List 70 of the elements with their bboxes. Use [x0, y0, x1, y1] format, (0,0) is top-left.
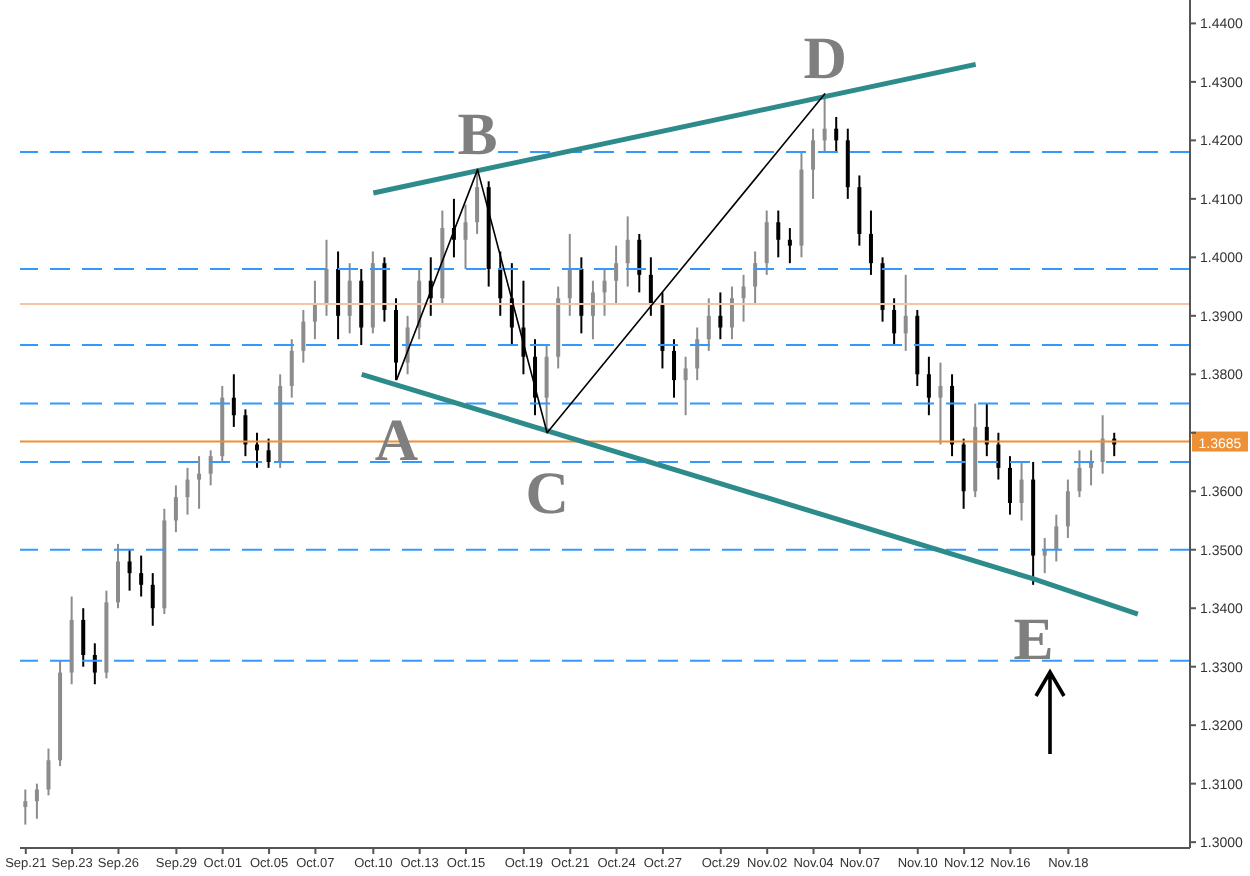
candlestick — [23, 788, 28, 826]
candlestick — [1065, 478, 1070, 540]
candlestick — [834, 115, 839, 154]
data-label: C — [525, 460, 569, 527]
candlestick — [590, 279, 595, 341]
candlestick — [625, 215, 630, 288]
candlestick — [614, 244, 619, 306]
candlestick — [197, 455, 202, 510]
candlestick — [926, 355, 931, 417]
candlestick — [34, 782, 39, 820]
candlestick — [92, 642, 97, 686]
data-label: B — [457, 101, 498, 168]
candlestick — [347, 262, 352, 335]
candlestick — [301, 308, 306, 364]
candlestick — [938, 361, 943, 446]
candlestick — [46, 747, 51, 797]
candlestick — [602, 268, 607, 317]
candlestick — [637, 232, 642, 294]
candlestick — [243, 408, 248, 458]
candlestick — [903, 273, 908, 352]
candlestick — [892, 297, 897, 347]
candlestick — [289, 338, 294, 399]
candlestick — [683, 355, 688, 417]
candlestick — [1007, 455, 1012, 516]
candlestick — [150, 572, 155, 627]
candlestick — [660, 291, 665, 370]
candlestick — [753, 250, 758, 306]
candlestick — [312, 279, 317, 341]
candlestick — [324, 238, 329, 317]
candlestick — [1019, 461, 1024, 522]
candlestick — [139, 554, 144, 598]
candlestick — [880, 256, 885, 323]
candlestick — [81, 607, 86, 668]
candlestick — [868, 209, 873, 276]
candlestick — [1054, 513, 1059, 563]
candlestick — [776, 209, 781, 259]
candlestick — [336, 250, 341, 341]
candlestick — [729, 285, 734, 341]
candlestick — [579, 256, 584, 335]
data-label: D — [803, 25, 847, 92]
candlestick — [961, 437, 966, 510]
candlestick — [857, 174, 862, 247]
candlestick — [115, 542, 120, 610]
candlestick — [741, 273, 746, 323]
candlestick — [845, 127, 850, 200]
candlestick — [695, 326, 700, 382]
candlestick — [498, 250, 503, 317]
candlestick — [811, 127, 816, 200]
candlestick — [1077, 449, 1082, 499]
candlestick — [475, 168, 480, 235]
data-label: E — [1013, 606, 1054, 673]
candlestick — [463, 203, 468, 271]
candlestick — [208, 449, 213, 487]
candlestick — [718, 291, 723, 341]
candlestick — [544, 344, 549, 434]
candlestick — [127, 548, 132, 592]
candlestick — [706, 297, 711, 352]
candlestick — [185, 466, 190, 516]
candlestick — [231, 373, 236, 428]
candlestick — [764, 209, 769, 276]
candlestick — [359, 268, 364, 347]
candlestick — [173, 484, 178, 534]
candlestick — [567, 232, 572, 317]
candlestick — [996, 431, 1001, 481]
candlestick — [255, 431, 259, 469]
candlestick — [648, 256, 653, 317]
candlestick — [382, 256, 387, 323]
candlestick — [672, 338, 677, 399]
candlestick — [787, 227, 792, 265]
candlestick — [266, 437, 271, 469]
